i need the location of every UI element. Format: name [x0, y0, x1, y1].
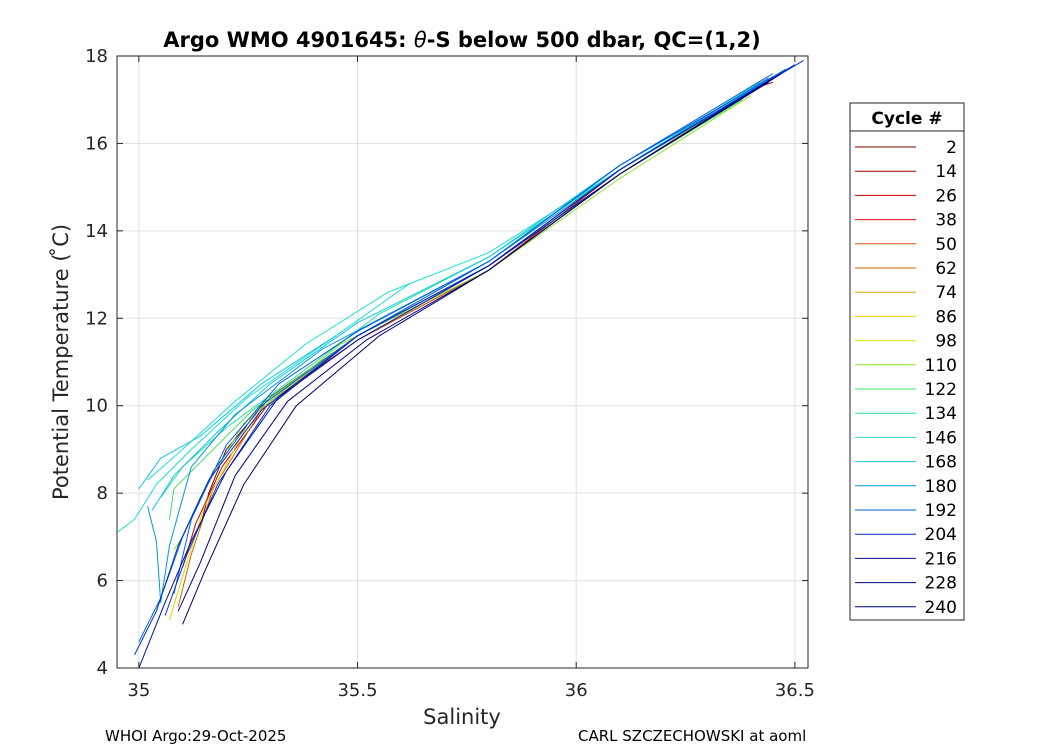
legend-label-38: 38: [935, 211, 957, 231]
legend-title: Cycle #: [871, 109, 942, 129]
series-line-216: [138, 77, 774, 668]
legend-label-86: 86: [935, 307, 957, 327]
legend-label-228: 228: [925, 574, 957, 594]
legend-label-14: 14: [935, 162, 957, 182]
y-tick-label: 14: [85, 221, 108, 242]
x-tick-label: 36.5: [775, 680, 815, 701]
y-axis-label: Potential Temperature ( ̊C): [49, 224, 73, 500]
legend-label-240: 240: [925, 598, 957, 618]
footer-author: CARL SZCZECHOWSKI at aoml: [578, 727, 806, 745]
chart-title: Argo WMO 4901645: θ-S below 500 dbar, QC…: [163, 28, 760, 52]
legend-label-192: 192: [925, 501, 957, 521]
x-tick-label: 35: [127, 680, 150, 701]
legend-label-122: 122: [925, 380, 957, 400]
plot-frame: [116, 55, 809, 669]
x-axis-label: Salinity: [423, 705, 501, 729]
series-layer: [117, 59, 804, 668]
legend-label-50: 50: [935, 235, 957, 255]
series-line-168: [151, 77, 774, 511]
footer-date: WHOI Argo:29-Oct-2025: [105, 727, 286, 745]
y-tick-label: 8: [97, 483, 108, 504]
x-tick-label: 36: [565, 680, 588, 701]
legend-label-98: 98: [935, 332, 957, 352]
y-tick-label: 16: [85, 133, 108, 154]
legend-label-146: 146: [925, 428, 957, 448]
series-line-204b: [164, 59, 804, 616]
legend-label-26: 26: [935, 186, 957, 206]
legend-label-134: 134: [925, 404, 957, 424]
legend-label-216: 216: [925, 549, 957, 569]
y-tick-label: 18: [85, 46, 108, 67]
legend-label-180: 180: [925, 477, 957, 497]
legend-label-110: 110: [925, 356, 957, 376]
legend-label-168: 168: [925, 453, 957, 473]
x-tick-label: 35.5: [337, 680, 377, 701]
legend-label-74: 74: [935, 283, 957, 303]
plot-area: [117, 56, 808, 668]
series-line-168b: [138, 335, 336, 490]
y-tick-label: 10: [85, 396, 108, 417]
axis-ticks: 35 35.5 36 36.5 4 6 8 10 12 14 16 18: [85, 46, 815, 701]
y-tick-label: 6: [97, 571, 108, 592]
legend-label-204: 204: [925, 525, 957, 545]
series-line-192b: [173, 68, 787, 594]
series-line-240: [182, 73, 783, 625]
y-tick-label: 12: [85, 308, 108, 329]
y-tick-label: 4: [97, 658, 108, 679]
legend: Cycle # 2 14 26 38 50 62 74 86 98 110 122 134 146 168…: [849, 102, 965, 621]
legend-label-2: 2: [946, 138, 957, 158]
legend-label-62: 62: [935, 259, 957, 279]
series-line-180: [147, 77, 769, 603]
